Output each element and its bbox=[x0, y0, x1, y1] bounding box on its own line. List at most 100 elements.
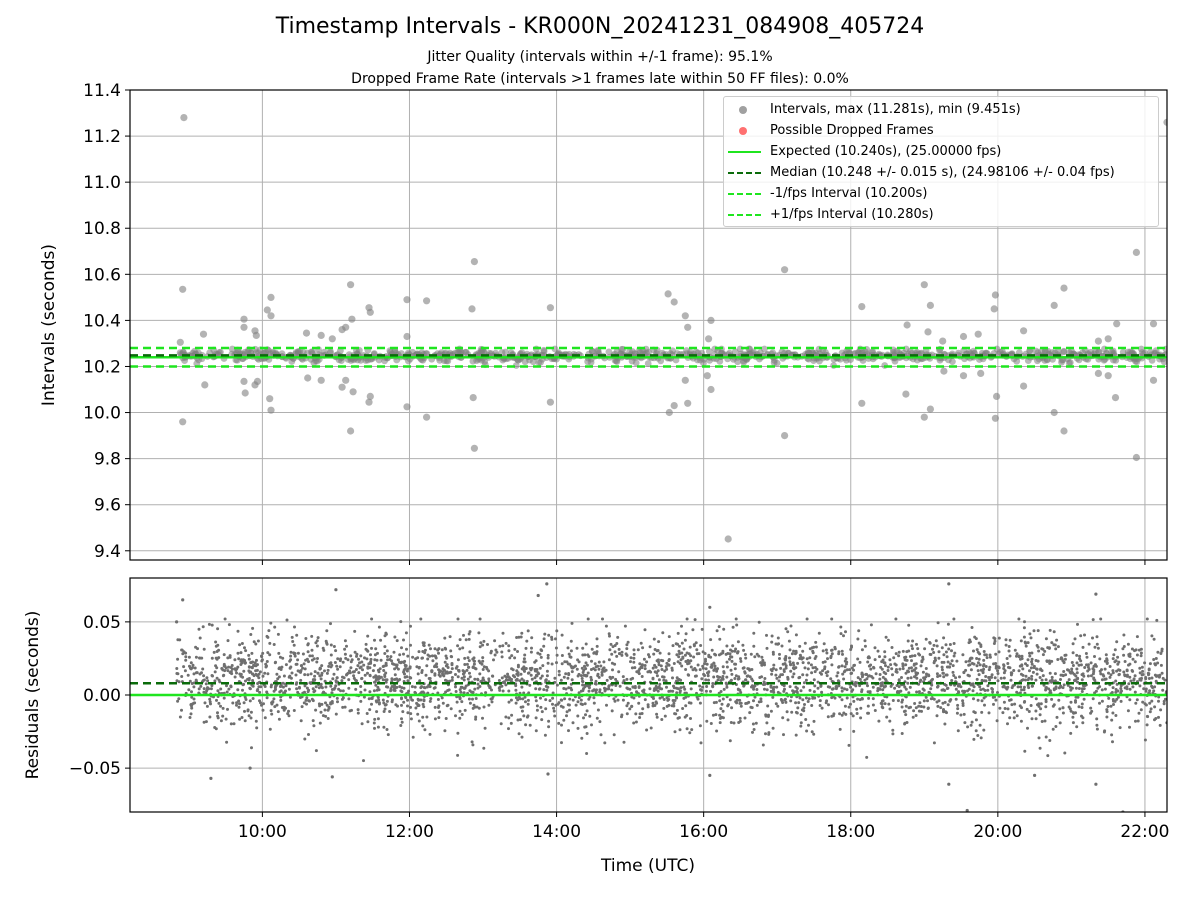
residual-point bbox=[514, 701, 518, 705]
residual-point bbox=[651, 676, 655, 680]
interval-outlier-point bbox=[180, 114, 188, 122]
residual-point bbox=[1133, 674, 1137, 678]
residual-point bbox=[796, 706, 800, 710]
interval-outlier-point bbox=[1094, 369, 1102, 377]
residual-point bbox=[910, 659, 913, 663]
residual-point bbox=[891, 699, 895, 702]
residual-point bbox=[1102, 674, 1106, 678]
residual-point bbox=[1127, 653, 1131, 657]
residual-point bbox=[842, 634, 845, 638]
residual-point bbox=[550, 635, 554, 639]
residual-point bbox=[1034, 697, 1038, 701]
residual-point bbox=[217, 678, 221, 682]
residual-point bbox=[398, 653, 402, 657]
residual-point bbox=[936, 704, 940, 708]
residual-point bbox=[955, 711, 959, 715]
residual-point bbox=[964, 660, 968, 664]
residual-point bbox=[884, 635, 888, 639]
residual-point bbox=[249, 670, 253, 674]
residual-point bbox=[1044, 735, 1048, 739]
residual-point bbox=[931, 647, 934, 651]
residual-point bbox=[262, 702, 265, 706]
interval-outlier-point bbox=[1163, 118, 1167, 126]
residual-point bbox=[306, 650, 310, 654]
residual-point bbox=[1039, 702, 1043, 706]
residual-point bbox=[1063, 657, 1067, 661]
residual-point bbox=[358, 661, 361, 665]
residual-point bbox=[471, 665, 475, 669]
residual-point bbox=[433, 665, 436, 669]
residual-point bbox=[189, 712, 193, 716]
interval-outlier-point bbox=[1060, 427, 1068, 435]
residual-point bbox=[973, 635, 977, 639]
residual-point bbox=[249, 710, 253, 714]
residual-point bbox=[355, 654, 358, 658]
residual-point bbox=[300, 705, 304, 709]
residual-point bbox=[1077, 687, 1081, 690]
residual-point bbox=[462, 633, 465, 637]
residual-point bbox=[670, 668, 674, 672]
residual-point bbox=[353, 650, 357, 654]
residual-point bbox=[595, 650, 599, 654]
residual-point bbox=[324, 701, 327, 705]
residual-point bbox=[316, 636, 320, 640]
residual-point bbox=[210, 674, 214, 677]
residual-point bbox=[952, 642, 956, 645]
residual-point bbox=[792, 663, 796, 667]
interval-outlier-point bbox=[1050, 408, 1058, 417]
residual-point bbox=[336, 700, 339, 704]
residual-point bbox=[306, 642, 310, 646]
residual-point bbox=[900, 676, 903, 679]
residual-point bbox=[1007, 645, 1011, 648]
residual-point bbox=[917, 652, 921, 656]
residual-point bbox=[302, 662, 306, 666]
residual-point bbox=[1061, 674, 1065, 678]
residual-point bbox=[585, 709, 589, 713]
residual-point bbox=[534, 716, 538, 720]
residual-point bbox=[385, 728, 389, 731]
residual-point bbox=[1138, 671, 1142, 675]
residual-point bbox=[1123, 673, 1127, 677]
residual-point bbox=[519, 672, 523, 676]
residual-point bbox=[886, 665, 890, 669]
residual-point bbox=[258, 670, 262, 674]
residual-point bbox=[210, 656, 214, 660]
residual-point bbox=[596, 708, 600, 712]
interval-outlier-point bbox=[926, 301, 935, 309]
residual-point bbox=[1079, 663, 1083, 667]
residual-point bbox=[858, 684, 862, 688]
residual-outlier-point bbox=[708, 605, 712, 609]
residual-point bbox=[717, 625, 721, 629]
residual-point bbox=[769, 668, 773, 672]
residual-point bbox=[590, 659, 593, 663]
residual-point bbox=[474, 667, 478, 671]
residual-point bbox=[595, 716, 599, 720]
residual-point bbox=[852, 729, 856, 733]
residual-point bbox=[229, 684, 233, 688]
residual-point bbox=[468, 630, 472, 634]
residual-point bbox=[444, 690, 448, 694]
residual-point bbox=[904, 663, 908, 667]
residual-point bbox=[774, 702, 778, 706]
residual-point bbox=[643, 628, 647, 632]
residual-point bbox=[1089, 706, 1093, 710]
x-tick-label: 14:00 bbox=[532, 822, 581, 842]
residual-point bbox=[216, 689, 220, 693]
residual-point bbox=[633, 666, 637, 670]
residual-point bbox=[263, 671, 267, 675]
residual-point bbox=[1107, 696, 1111, 700]
residual-point bbox=[928, 641, 932, 644]
residual-point bbox=[391, 662, 394, 666]
residual-point bbox=[870, 675, 873, 678]
interval-outlier-point bbox=[317, 331, 325, 339]
residual-point bbox=[581, 671, 585, 674]
residual-point bbox=[795, 689, 799, 693]
residual-point bbox=[942, 675, 946, 679]
residual-point bbox=[216, 643, 220, 647]
residual-point bbox=[508, 676, 512, 680]
residual-point bbox=[998, 706, 1002, 710]
residual-point bbox=[446, 666, 450, 669]
residual-point bbox=[980, 678, 984, 682]
residual-point bbox=[1157, 675, 1161, 679]
residual-point bbox=[346, 671, 350, 675]
